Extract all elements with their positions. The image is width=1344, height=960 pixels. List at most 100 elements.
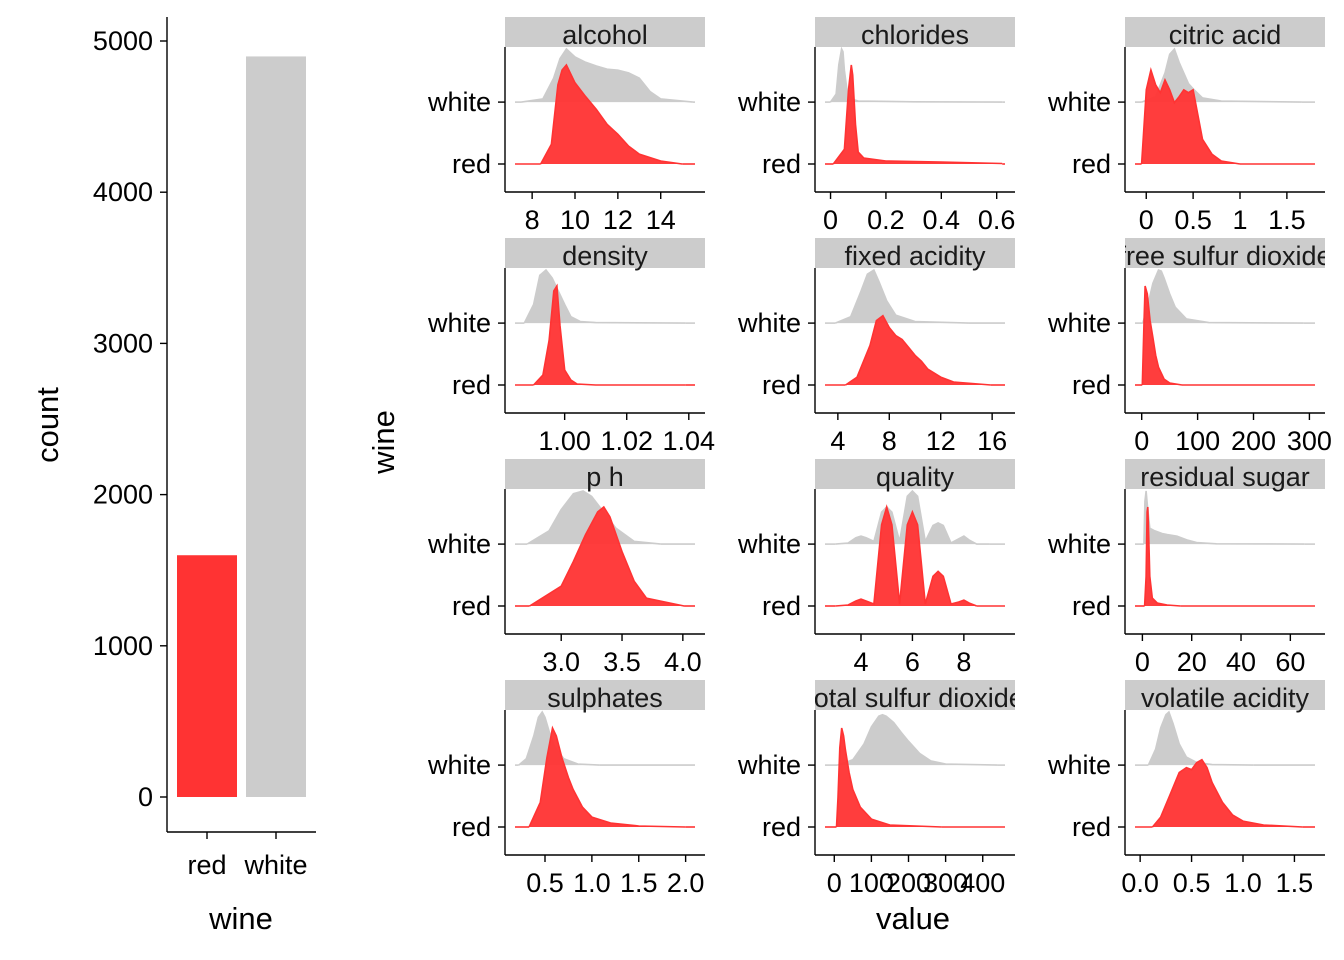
facet-sulphates: sulphates white red 0.5 1.0 1.5 2.0 [427,680,705,898]
facet-x-tick-label: 0.4 [923,205,961,235]
red-density-line [845,314,991,386]
facet-volatile-acidity: volatile acidity white red 0.0 0.5 1.0 1.5 [1047,680,1325,898]
white-density-line [526,490,661,545]
red-density-line [1140,66,1241,165]
facet-x-tick-label: 8 [956,647,971,677]
red-density-line [1151,758,1303,828]
facet-strip-label: chlorides [861,20,969,50]
red-density-area [533,286,686,385]
facet-x-tick-label: 1.0 [573,868,611,898]
facet-y-tick-label-white: white [737,87,801,117]
red-density-line [529,505,685,607]
facet-x-tick-label: 1.5 [1268,205,1306,235]
facet-x-tick-label: 0 [1135,647,1150,677]
red-density-line [533,283,686,386]
facet-x-tick-label: 1.02 [600,426,653,456]
facet-strip-label: quality [876,462,955,492]
white-density-line [835,489,990,545]
facet-residual-sugar: residual sugar white red 0 20 40 60 [1047,459,1325,677]
red-density-line [1143,506,1181,607]
facet-y-tick-label-white: white [737,308,801,338]
facet-y-tick-label-white: white [427,87,491,117]
facet-x-tick-label: 300 [923,868,968,898]
facet-y-axis-title: wine [366,410,401,475]
facet-x-tick-label: 100 [849,868,894,898]
facet-y-tick-label-white: white [1047,750,1111,780]
facet-p-h: p h white red 3.0 3.5 4.0 [427,459,705,677]
facet-y-tick-label-white: white [1047,308,1111,338]
facet-x-tick-label: 0 [827,868,842,898]
white-density-area [521,49,693,103]
facet-y-tick-label-red: red [452,149,491,179]
facet-y-tick-label-red: red [762,149,801,179]
facet-strip [505,17,705,47]
facet-strip-label: volatile acidity [1141,683,1310,713]
facet-x-tick-label: 1.04 [663,426,716,456]
facet-x-tick-label: 40 [1226,647,1256,677]
facet-x-tick-label: 8 [525,205,540,235]
facet-x-tick-label: 0 [823,205,838,235]
red-density-area [1142,286,1182,385]
white-density-area [518,712,600,766]
facet-strip-label: total sulfur dioxide [806,683,1024,713]
red-density-area [835,507,977,606]
bar-y-tick-label: 2000 [93,480,153,510]
facet-x-tick-label: 4 [853,647,868,677]
facet-x-tick-label: 200 [886,868,931,898]
facet-y-tick-label-red: red [762,812,801,842]
facet-x-tick-label: 200 [1231,426,1276,456]
facet-y-tick-label-white: white [1047,529,1111,559]
facet-y-tick-label-white: white [427,308,491,338]
facet-strip [1125,459,1325,489]
red-density-area [540,65,683,164]
red-density-area [1141,70,1240,164]
facet-strip [815,17,1015,47]
facet-strip [815,459,1015,489]
bar-x-tick-label-red: red [187,850,226,880]
white-density-area [1143,491,1305,545]
red-density-line [528,725,686,828]
bar-y-tick-label: 1000 [93,631,153,661]
bar-y-tick-label: 5000 [93,26,153,56]
white-density-line [1142,268,1304,324]
facet-y-tick-label-red: red [452,591,491,621]
white-density-line [1141,47,1302,103]
facet-x-tick-label: 20 [1177,647,1207,677]
facet-y-tick-label-white: white [427,529,491,559]
facet-x-tick-label: 300 [1287,426,1332,456]
white-density-line [837,713,998,766]
facet-strip-label: density [562,241,648,271]
facet-y-tick-label-red: red [762,591,801,621]
facet-y-tick-label-red: red [1072,591,1111,621]
facet-x-tick-label: 1.00 [538,426,591,456]
facet-strip [1125,238,1325,268]
bar-y-tick-label: 0 [138,782,153,812]
facet-density: density white red 1.00 1.02 1.04 [427,238,715,456]
facet-x-tick-label: 400 [960,868,1005,898]
facet-strip [815,680,1015,710]
white-density-area [837,714,998,766]
bar-x-tick-label-white: white [243,850,307,880]
bar-white [246,56,306,797]
facet-x-tick-label: 0.5 [526,868,564,898]
bar-y-tick-label: 4000 [93,177,153,207]
red-density-line [1141,285,1183,386]
facet-x-tick-label: 16 [977,426,1007,456]
facet-strip-label: p h [586,462,624,492]
facet-total-sulfur-dioxide: total sulfur dioxide white red 0 10020030040… [737,680,1024,898]
facet-x-tick-label: 1 [1232,205,1247,235]
white-density-line [523,268,686,324]
facet-strip-label: residual sugar [1140,462,1310,492]
white-density-line [518,710,600,766]
facet-strip-label: alcohol [562,20,648,50]
white-density-area [1141,49,1302,103]
facet-alcohol: alcohol white red 8 10 12 14 [427,17,705,235]
facet-x-tick-label: 0.6 [978,205,1016,235]
bar-x-axis-title: wine [208,901,273,936]
facet-x-tick-label: 0.0 [1121,868,1159,898]
red-density-line [835,504,977,607]
facet-x-tick-label: 1.5 [1276,868,1314,898]
facet-x-tick-label: 0.2 [867,205,905,235]
